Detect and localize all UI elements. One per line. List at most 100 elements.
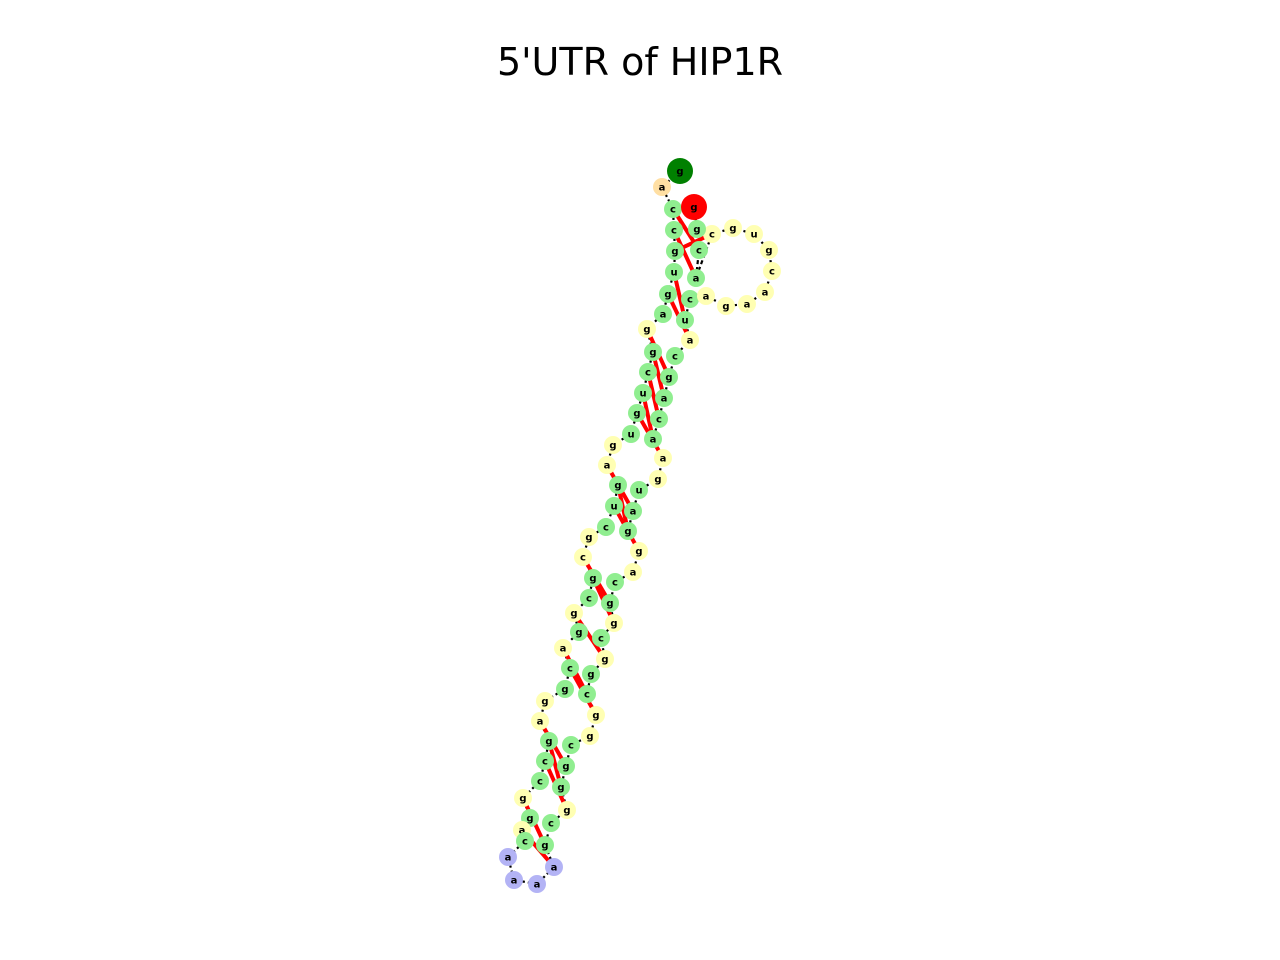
nucleotide-marker: [540, 732, 558, 750]
nucleotide-marker: [578, 685, 596, 703]
nucleotide-marker: [619, 522, 637, 540]
nucleotide-57: a: [624, 563, 642, 581]
nucleotide-50: c: [578, 685, 596, 703]
nucleotide-marker: [687, 269, 705, 287]
nucleotide-label: a: [703, 292, 710, 303]
nucleotide-marker: [703, 225, 721, 243]
nucleotide-label: g: [601, 655, 608, 666]
nucleotide-marker: [630, 542, 648, 560]
nucleotide-14: u: [622, 425, 640, 443]
nucleotide-label: g: [671, 247, 678, 258]
nucleotide-label: c: [568, 741, 574, 752]
nucleotide-marker: [717, 297, 735, 315]
base-pair-bond: [549, 748, 561, 780]
nucleotide-marker: [596, 650, 614, 668]
base-pair-bond: [673, 279, 686, 313]
nucleotide-label: g: [561, 685, 568, 696]
nucleotide-label: a: [505, 853, 512, 864]
nucleotide-76: c: [763, 262, 781, 280]
base-pair-bond: [675, 236, 695, 272]
nucleotide-label: u: [750, 230, 757, 241]
nucleotide-19: c: [597, 518, 615, 536]
nucleotide-83: g: [688, 220, 706, 238]
nucleotide-56: c: [606, 573, 624, 591]
nucleotide-61: u: [630, 481, 648, 499]
nucleotide-6: u: [665, 263, 683, 281]
nucleotide-label: u: [635, 486, 642, 497]
nucleotide-10: g: [644, 343, 662, 361]
nucleotide-label: c: [603, 523, 609, 534]
nucleotide-marker: [531, 712, 549, 730]
nucleotide-label: a: [630, 507, 637, 518]
nucleotide-20: g: [580, 528, 598, 546]
nucleotide-8: a: [654, 305, 672, 323]
nucleotide-77: g: [760, 241, 778, 259]
nucleotide-75: a: [756, 283, 774, 301]
nucleotide-84: g: [681, 194, 707, 220]
nucleotide-33: c: [531, 772, 549, 790]
nucleotide-label: g: [526, 814, 533, 825]
nucleotide-marker: [598, 456, 616, 474]
nucleotide-marker: [654, 449, 672, 467]
nucleotide-marker: [554, 639, 572, 657]
nucleotide-62: g: [649, 470, 667, 488]
nucleotide-marker: [697, 287, 715, 305]
nucleotide-label: a: [744, 300, 751, 311]
nucleotide-marker: [545, 858, 563, 876]
nucleotide-27: c: [561, 659, 579, 677]
nucleotide-label: c: [542, 757, 548, 768]
nucleotide-16: a: [598, 456, 616, 474]
nucleotide-58: g: [630, 542, 648, 560]
nucleotide-marker: [681, 290, 699, 308]
nucleotide-marker: [528, 875, 546, 893]
nucleotide-label: g: [665, 373, 672, 384]
nucleotide-label: g: [575, 628, 582, 639]
nucleotide-marker: [605, 497, 623, 515]
nucleotide-marker: [724, 219, 742, 237]
nucleotide-42: g: [536, 836, 554, 854]
nucleotide-30: a: [531, 712, 549, 730]
nucleotide-72: a: [697, 287, 715, 305]
nucleotide-marker: [584, 569, 602, 587]
nucleotide-marker: [666, 242, 684, 260]
nucleotide-marker: [516, 832, 534, 850]
nucleotide-78: u: [745, 225, 763, 243]
nucleotide-label: c: [584, 690, 590, 701]
nucleotide-label: a: [560, 644, 567, 655]
nucleotide-marker: [665, 221, 683, 239]
nucleotide-label: a: [661, 394, 668, 405]
nucleotide-label: a: [519, 826, 526, 837]
nucleotide-31: g: [540, 732, 558, 750]
nucleotide-4: c: [665, 221, 683, 239]
nucleotide-68: c: [666, 347, 684, 365]
nucleotide-marker: [565, 604, 583, 622]
nucleotide-label: a: [604, 461, 611, 472]
nucleotide-70: u: [676, 311, 694, 329]
nucleotide-marker: [561, 659, 579, 677]
nucleotide-39: a: [505, 871, 523, 889]
nucleotide-label: c: [537, 777, 543, 788]
nucleotide-marker: [582, 665, 600, 683]
nucleotide-marker: [592, 629, 610, 647]
nucleotide-label: c: [656, 415, 662, 426]
nucleotide-label: u: [670, 268, 677, 279]
nucleotide-marker: [644, 343, 662, 361]
nucleotide-marker: [505, 871, 523, 889]
nucleotide-marker: [690, 241, 708, 259]
nucleotide-26: a: [554, 639, 572, 657]
base-pair-bond: [675, 214, 697, 245]
nucleotide-80: c: [703, 225, 721, 243]
nucleotide-38: a: [499, 848, 517, 866]
nucleotide-79: g: [724, 219, 742, 237]
nucleotide-74: a: [738, 295, 756, 313]
nucleotide-marker: [665, 263, 683, 281]
nucleotide-marker: [556, 680, 574, 698]
nucleotide-marker: [499, 848, 517, 866]
nucleotide-label: g: [606, 599, 613, 610]
nucleotide-marker: [630, 481, 648, 499]
nucleotide-label: c: [709, 230, 715, 241]
nucleotide-label: g: [545, 737, 552, 748]
nucleotide-marker: [606, 573, 624, 591]
nucleotide-marker: [760, 241, 778, 259]
